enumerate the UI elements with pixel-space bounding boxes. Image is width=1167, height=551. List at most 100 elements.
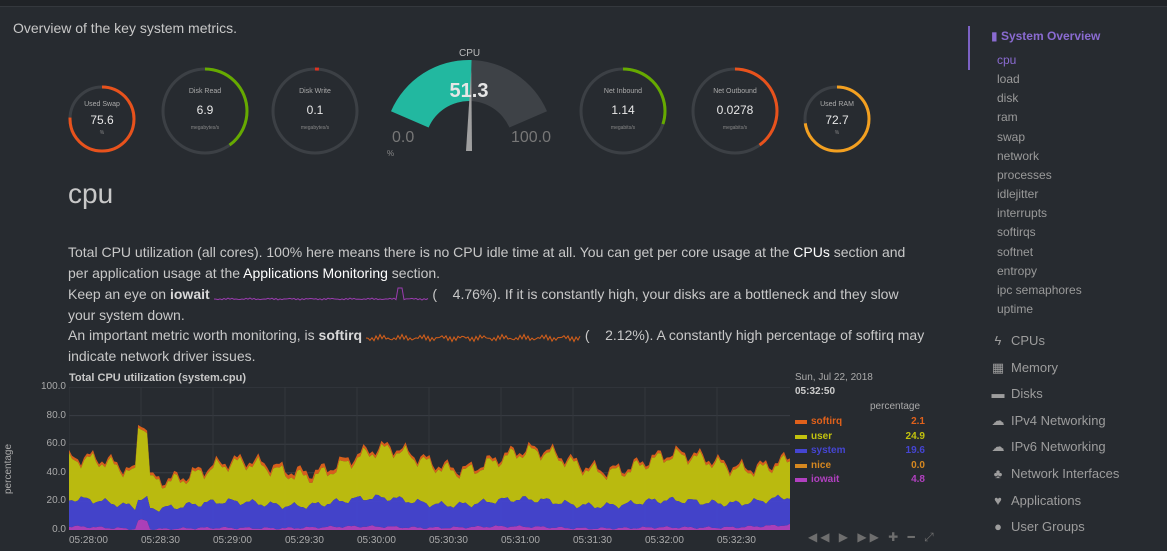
section-description-1: Total CPU utilization (all cores). 100% … [68,242,928,283]
gauge-ring [691,67,779,155]
gauge-disk-read[interactable]: Disk Read 6.9 megabytes/s [160,66,250,156]
gauge-net-inbound[interactable]: Net Inbound 1.14 megabits/s [578,66,668,156]
sidebar-item-cpus[interactable]: ϟ CPUs [990,333,1045,348]
gauge-title: Used Swap [84,100,120,108]
sidebar-subitem-processes[interactable]: processes [997,167,1052,182]
softirq-label: softirq [318,327,363,343]
cpu-gauge-unit: % [387,149,395,158]
gauge-value: 72.7 [825,112,849,127]
gauge-fill [803,85,871,153]
sidebar-subitem-disk[interactable]: disk [997,91,1019,106]
sidebar-subitem-interrupts[interactable]: interrupts [997,206,1048,221]
sidebar-item-ipv6-networking[interactable]: ☁ IPv6 Networking [990,439,1106,455]
iowait-label: iowait [169,286,210,302]
legend-swatch [795,434,807,439]
sitemap-icon: ♣ [993,466,1003,481]
x-tick-label: 05:29:00 [213,535,252,546]
sidebar-item-user-groups[interactable]: ● User Groups [990,519,1085,534]
users-icon: ● [994,519,1002,535]
iowait-value: 4.76% [452,286,493,302]
sidebar-subitem-swap[interactable]: swap [997,129,1026,144]
section-description-3: An important metric worth monitoring, is… [68,325,928,366]
iowait-sparkline[interactable] [213,286,429,304]
x-tick-label: 05:28:00 [69,535,108,546]
gauge-title: Used RAM [820,100,854,108]
sidebar-item-network-interfaces[interactable]: ♣ Network Interfaces [990,466,1120,481]
x-tick-label: 05:32:00 [645,535,684,546]
desc-text: ). A constantly high percentage of softi… [68,327,925,364]
cpu-gauge-max: 100.0 [511,129,552,146]
sidebar-active-indicator [968,26,970,70]
gauge-ring [803,85,871,153]
legend-item-softirq[interactable]: softirq 2.1 [795,415,927,429]
sidebar-item-disks[interactable]: ▬ Disks [990,386,1043,401]
sidebar-subitem-entropy[interactable]: entropy [997,263,1038,278]
gauge-title: Disk Write [299,87,331,95]
legend-name: softirq [811,416,843,427]
legend-value: 2.1 [911,416,925,427]
desc-text: Total CPU utilization (all cores). 100% … [68,244,794,260]
cpu-gauge-value: 51.3 [449,80,489,102]
bookmark-icon: ▮ [991,29,998,43]
sidebar-item-applications[interactable]: ♥ Applications [990,493,1081,508]
sidebar-item-label: User Groups [1011,519,1085,535]
gauge-unit: megabits/s [610,124,636,131]
sidebar-subitem-idlejitter[interactable]: idlejitter [997,187,1039,202]
sidebar-item-ipv4-networking[interactable]: ☁ IPv4 Networking [990,413,1106,429]
bolt-icon: ϟ [994,333,1002,348]
sidebar-subitem-softnet[interactable]: softnet [997,244,1034,259]
series-area-system [69,494,790,530]
cpu-gauge-needle [466,70,472,151]
x-tick-label: 05:30:30 [429,535,468,546]
sidebar-subitem-ipc-semaphores[interactable]: ipc semaphores [997,282,1082,297]
desc-text: ). If it is constantly high, your disks … [68,286,899,323]
softirq-sparkline[interactable] [365,327,581,345]
chart-controls[interactable]: ◀◀ ▶ ▶▶ ✚ ━ ⤢ [808,530,937,544]
sidebar-subitem-softirqs[interactable]: softirqs [997,225,1036,240]
hdd-icon: ▬ [991,386,1005,402]
gauge-net-outbound[interactable]: Net Outbound 0.0278 megabits/s [690,66,780,156]
gauge-unit: megabytes/s [300,124,330,131]
gauge-used-swap[interactable]: Used Swap 75.6% [67,84,137,154]
gauge-value: 6.9 [196,102,214,117]
y-tick-label: 0.0 [52,524,66,535]
sidebar-item-label: IPv6 Networking [1011,439,1106,455]
gauge-used-ram[interactable]: Used RAM 72.7% [802,84,872,154]
y-tick-label: 80.0 [46,409,66,421]
sidebar-subitem-uptime[interactable]: uptime [997,301,1034,316]
gauge-disk-write[interactable]: Disk Write 0.1 megabytes/s [270,66,360,156]
cpu-chart-plot[interactable] [69,387,790,530]
sidebar-subitem-ram[interactable]: ram [997,110,1018,125]
sidebar-subitem-load[interactable]: load [997,72,1020,87]
gauge-ring [161,67,249,155]
legend-time: 05:32:50 [795,386,836,397]
x-tick-label: 05:32:30 [717,535,756,546]
sidebar-subitem-cpu[interactable]: cpu [997,53,1017,67]
section-description-2: Keep an eye on iowait ( 4.76%). If it is… [68,284,928,325]
sidebar-item-system-overview[interactable]: ▮ System Overview [991,29,1100,43]
top-bar [0,0,1167,7]
legend-item-user[interactable]: user 24.9 [795,430,927,444]
legend-item-system[interactable]: system 19.6 [795,444,927,458]
y-tick-label: 60.0 [46,438,66,450]
legend-swatch [795,449,807,453]
overview-text: Overview of the key system metrics. [13,20,238,36]
heartbeat-icon: ♥ [994,492,1002,508]
legend-item-iowait[interactable]: iowait 4.8 [795,473,927,487]
sidebar-item-label: System Overview [1000,29,1101,43]
legend-name: user [811,430,833,442]
cpu-gauge-dial [390,59,548,151]
gauge-ring [579,67,667,155]
desc-text: ( [428,286,438,302]
gauge-ring [271,67,359,155]
sidebar-item-label: Memory [1011,359,1058,375]
microchip-icon: ▦ [991,359,1005,375]
sidebar-subitem-network[interactable]: network [997,148,1040,163]
cloud-icon: ☁ [991,412,1005,428]
legend-item-nice[interactable]: nice 0.0 [795,459,927,473]
desc-text: Keep an eye on [68,286,170,302]
section-title: cpu [68,178,114,209]
sidebar-item-memory[interactable]: ▦ Memory [990,360,1058,376]
applications-link[interactable]: Applications Monitoring [243,264,388,281]
cpus-link[interactable]: CPUs [793,244,830,260]
